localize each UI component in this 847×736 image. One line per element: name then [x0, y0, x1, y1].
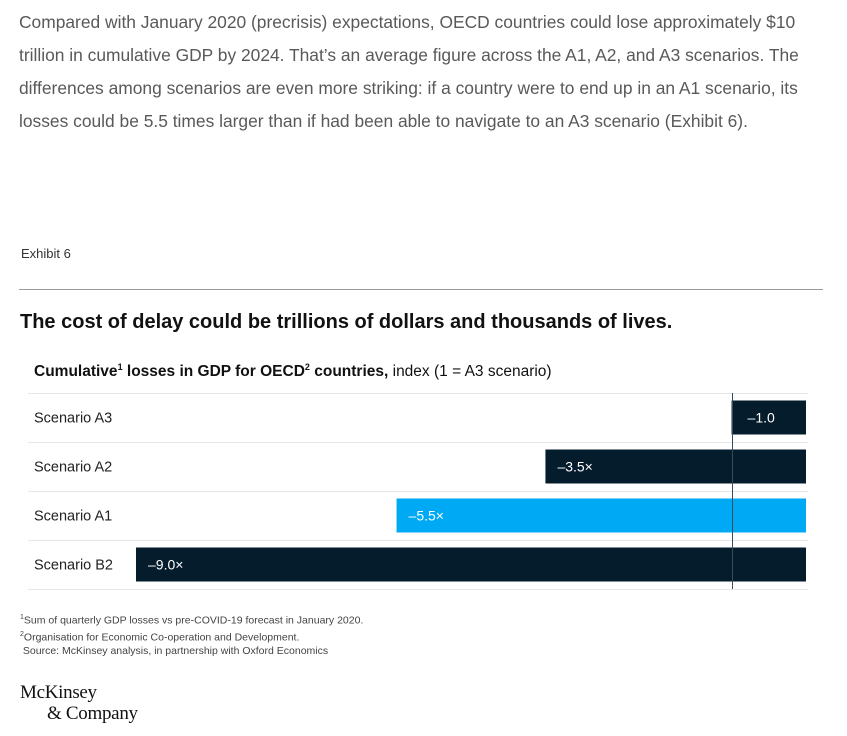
footnote-1-mark: 1: [20, 614, 24, 621]
bar-scenario-b2: [136, 547, 806, 582]
footnote-1-text: Sum of quarterly GDP losses vs pre-COVID…: [23, 614, 364, 627]
subtitle-sup1: 1: [117, 362, 123, 372]
category-label: Scenario A1: [34, 509, 112, 525]
footnote-1: 1Sum of quarterly GDP losses vs pre-COVI…: [20, 611, 363, 628]
mckinsey-logo: McKinsey & Company: [20, 682, 138, 724]
logo-line-1: McKinsey: [20, 682, 97, 703]
data-label: –5.5×: [409, 508, 444, 524]
subtitle-sup2: 2: [304, 362, 310, 372]
intro-paragraph: Compared with January 2020 (precrisis) e…: [19, 12, 799, 131]
bar-scenario-a1: [396, 498, 806, 533]
source-note: Source: McKinsey analysis, in partnershi…: [20, 645, 329, 657]
footnote-2-mark: 2: [20, 630, 24, 638]
logo-line-2: & Company: [47, 703, 138, 724]
category-label: Scenario A3: [34, 411, 112, 427]
footnote-2: 2Organisation for Economic Co-operation …: [20, 628, 363, 645]
chart-subtitle: Cumulative1 losses in GDP for OECD2 coun…: [34, 362, 552, 381]
divider: [19, 289, 823, 290]
exhibit-label: Exhibit 6: [21, 246, 71, 261]
bar-scenario-a2: [545, 449, 806, 484]
category-label: Scenario B2: [34, 558, 113, 574]
subtitle-part3: countries,: [309, 363, 389, 381]
chart-title: The cost of delay could be trillions of …: [20, 311, 673, 333]
data-label: –1.0: [748, 410, 775, 426]
subtitle-part1: Cumulative: [34, 363, 118, 381]
data-label: –9.0×: [148, 557, 183, 573]
subtitle-part2: losses in GDP for OECD: [122, 363, 305, 381]
category-label: Scenario A2: [34, 460, 112, 476]
bar-scenario-a3: [731, 400, 806, 435]
footnotes: 1Sum of quarterly GDP losses vs pre-COVI…: [20, 611, 363, 658]
data-label: –3.5×: [557, 459, 592, 475]
footnote-2-text: Organisation for Economic Co-operation a…: [23, 631, 300, 643]
subtitle-unit: index (1 = A3 scenario): [388, 363, 552, 381]
